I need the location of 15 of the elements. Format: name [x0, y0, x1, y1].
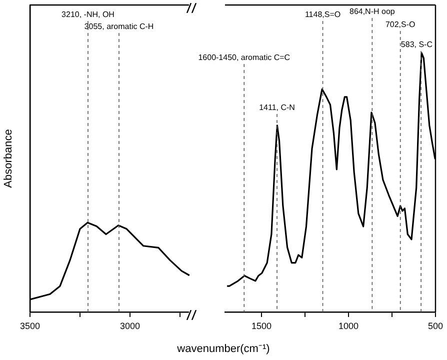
ref-line-label: 702,S-O [385, 20, 416, 30]
y-axis-title: Absorbance [2, 129, 15, 188]
x-axis-title: wavenumber(cm⁻¹) [176, 342, 271, 355]
ref-line-label: 3055, aromatic C-H [84, 22, 154, 32]
x-tick-label: 3500 [20, 320, 40, 331]
x-tick-label: 3000 [120, 320, 140, 331]
ref-line-label: 864,N-H oop [349, 7, 396, 16]
ref-line-label: 1411, C-N [259, 103, 296, 112]
ref-line-label: 1148,S=O [304, 10, 341, 20]
x-tick-label: 500 [428, 320, 444, 331]
ref-line-label: 3210, -NH, OH [62, 10, 115, 20]
x-tick-label: 1500 [252, 320, 272, 331]
x-tick-label: 1000 [338, 320, 359, 331]
ref-line-label: 583, S-C [400, 40, 433, 50]
ref-line-label: 1600-1450, aromatic C=C [198, 53, 290, 62]
